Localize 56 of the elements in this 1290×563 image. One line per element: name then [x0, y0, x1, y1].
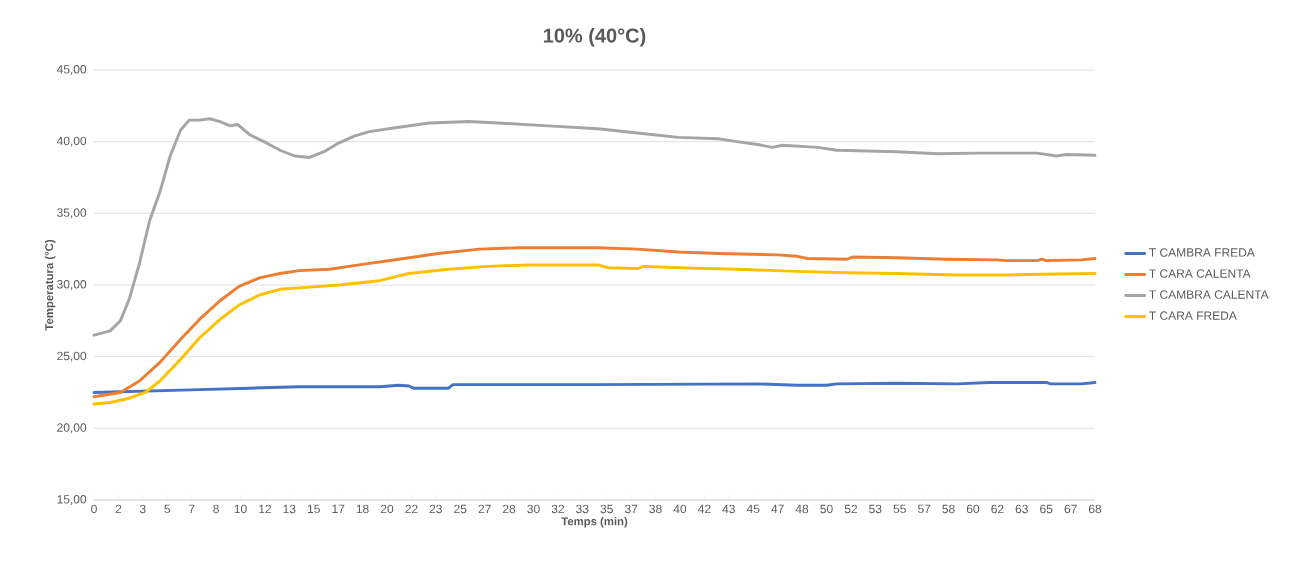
y-tick-label: 40,00 [56, 136, 87, 147]
x-tick-label: 48 [795, 504, 809, 514]
x-tick-label: 53 [869, 504, 882, 514]
y-tick-label: 15,00 [57, 495, 87, 505]
x-tick-label: 5 [164, 504, 171, 514]
x-tick-label: 57 [917, 504, 931, 514]
x-tick-label: 17 [332, 504, 345, 513]
y-axis-title: Temperatura (°C) [44, 239, 56, 331]
legend-label: T CAMBRA CALENTA [1149, 290, 1269, 299]
y-tick-label: 30,00 [57, 280, 87, 290]
y-tick-label: 45,00 [56, 65, 87, 75]
x-tick-label: 45 [746, 504, 760, 514]
x-tick-label: 33 [576, 504, 589, 514]
x-tick-label: 7 [188, 504, 195, 513]
x-tick-label: 60 [966, 504, 980, 514]
x-tick-label: 35 [600, 504, 613, 514]
x-tick-label: 2 [115, 504, 122, 514]
x-tick-label: 25 [454, 504, 467, 514]
x-tick-label: 67 [1064, 504, 1077, 514]
x-tick-label: 12 [259, 504, 272, 514]
x-tick-label: 32 [551, 504, 565, 514]
x-tick-label: 43 [722, 504, 735, 514]
x-tick-label: 27 [478, 504, 491, 514]
x-tick-label: 20 [380, 504, 394, 514]
x-tick-label: 65 [1040, 504, 1053, 514]
x-tick-label: 40 [673, 504, 687, 514]
y-tick-label: 20,00 [57, 423, 87, 434]
x-tick-label: 15 [308, 504, 320, 514]
x-tick-label: 52 [844, 504, 857, 514]
x-tick-label: 13 [283, 504, 296, 514]
x-tick-label: 63 [1015, 504, 1028, 514]
y-tick-label: 25,00 [57, 351, 87, 362]
x-tick-label: 62 [991, 504, 1004, 514]
x-tick-label: 50 [820, 504, 833, 514]
x-tick-label: 30 [527, 504, 540, 514]
x-tick-label: 0 [91, 504, 97, 514]
x-tick-label: 23 [429, 504, 442, 514]
x-tick-label: 28 [502, 504, 516, 514]
y-tick-label: 35,00 [57, 208, 87, 219]
legend-label: T CAMBRA FREDA [1149, 248, 1255, 257]
x-tick-label: 58 [942, 504, 955, 514]
x-tick-label: 8 [213, 504, 219, 514]
x-tick-label: 22 [405, 504, 418, 514]
x-tick-label: 47 [771, 504, 784, 513]
x-axis-title: Temps (min) [561, 517, 628, 528]
x-tick-label: 18 [356, 504, 369, 514]
x-tick-label: 55 [893, 504, 906, 514]
x-tick-label: 10 [234, 504, 247, 514]
legend-label: T CARA FREDA [1149, 311, 1237, 320]
x-tick-label: 68 [1088, 504, 1102, 514]
x-tick-label: 42 [698, 504, 711, 514]
x-tick-label: 38 [649, 504, 662, 514]
chart-title: 10% (40°C) [543, 27, 646, 47]
x-tick-label: 3 [139, 504, 146, 514]
legend-label: T CARA CALENTA [1149, 269, 1251, 278]
x-tick-label: 37 [624, 504, 638, 514]
